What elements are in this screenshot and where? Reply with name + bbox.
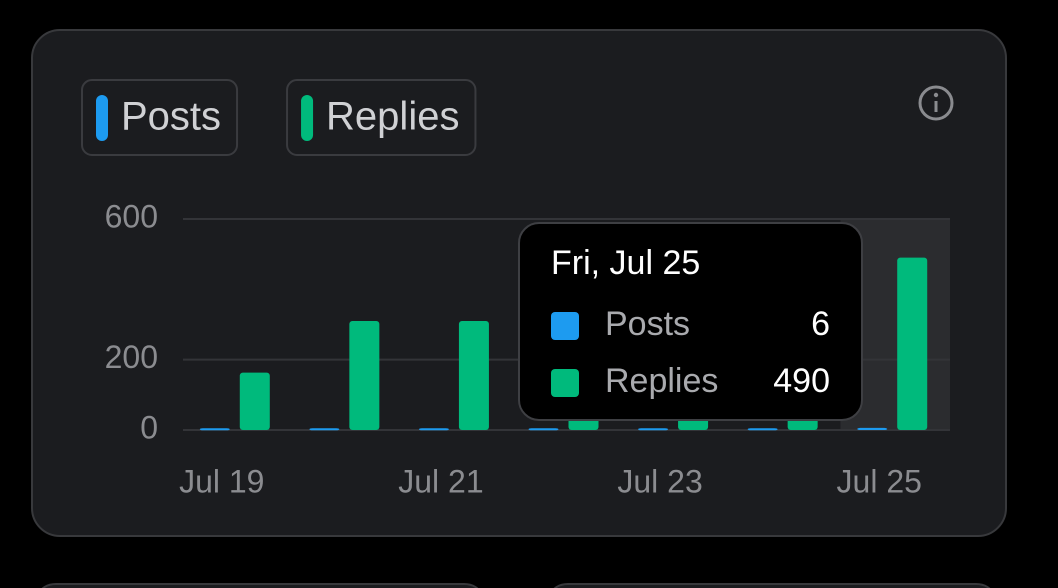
x-tick-label: Jul 25 (837, 463, 922, 499)
x-tick-label: Jul 19 (179, 463, 264, 499)
tooltip-label: Replies (605, 362, 718, 400)
x-tick-label: Jul 23 (617, 463, 702, 499)
bar (458, 320, 489, 430)
tooltip-label: Posts (605, 305, 690, 343)
bar (747, 428, 778, 431)
bar (857, 427, 888, 430)
tooltip-swatch (551, 312, 579, 340)
tooltip-value: 490 (773, 362, 830, 400)
tooltip-title: Fri, Jul 25 (551, 244, 700, 282)
legend-label: Replies (326, 95, 459, 139)
legend-swatch (96, 95, 108, 141)
y-tick-label: 600 (105, 198, 158, 234)
legend-item[interactable]: Posts (81, 79, 239, 156)
legend-button[interactable] (286, 79, 477, 156)
tooltip-swatch (551, 369, 579, 397)
y-tick-label: 0 (140, 409, 158, 445)
bar (897, 257, 928, 430)
next-card (41, 583, 479, 588)
tooltip: Fri, Jul 25 Posts 6 Replies 490 (518, 222, 863, 421)
bar (528, 428, 559, 431)
bar (199, 428, 230, 431)
legend-item[interactable]: Replies (286, 79, 477, 156)
legend: Posts Replies (81, 79, 477, 156)
bar (239, 372, 270, 430)
y-tick-label: 200 (105, 339, 158, 375)
next-card (553, 583, 991, 588)
legend-label: Posts (121, 95, 221, 139)
bar (638, 428, 669, 431)
x-tick-label: Jul 21 (398, 463, 483, 499)
bar (309, 428, 340, 431)
legend-swatch (301, 95, 314, 141)
bar (349, 320, 380, 430)
tooltip-value: 6 (811, 305, 830, 343)
bar (418, 428, 449, 431)
tooltip-box (518, 222, 863, 421)
legend-button[interactable] (81, 79, 239, 156)
info-icon[interactable] (918, 85, 954, 121)
